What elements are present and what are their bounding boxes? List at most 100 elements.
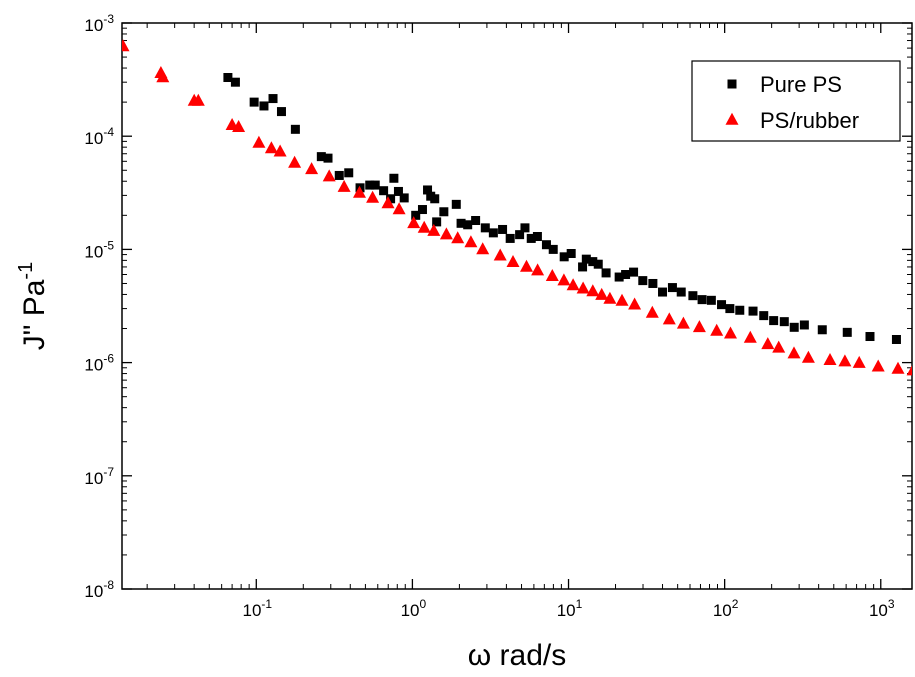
pure-ps-point <box>548 244 558 254</box>
ps-rubber-point <box>557 273 571 286</box>
pure-ps-point <box>323 153 333 163</box>
pure-ps-point <box>498 224 508 234</box>
legend-label-ps-rubber: PS/rubber <box>760 108 859 133</box>
x-tick-label: 10-1 <box>242 597 272 620</box>
pure-ps-point <box>748 306 758 316</box>
pure-ps-point <box>393 186 403 196</box>
x-tick-label: 101 <box>557 597 583 620</box>
ps-rubber-point <box>381 196 395 209</box>
pure-ps-point <box>230 77 240 87</box>
pure-ps-point <box>566 248 576 258</box>
ps-rubber-point <box>710 323 724 336</box>
ps-rubber-point <box>761 337 775 350</box>
pure-ps-point <box>370 180 380 190</box>
pure-ps-point <box>648 278 658 288</box>
ps-rubber-point <box>595 287 609 300</box>
y-tick-label-exponent: -8 <box>103 578 114 592</box>
pure-ps-point <box>725 304 735 314</box>
y-axis-title-main: J" Pa <box>18 279 51 350</box>
ps-rubber-point <box>645 305 659 318</box>
ps-rubber-point <box>838 354 852 367</box>
legend-label-pure-ps: Pure PS <box>760 72 842 97</box>
x-axis-ticks: 10-1100101102103104105106 <box>242 23 895 620</box>
plot-frame <box>121 22 913 590</box>
legend: Pure PS PS/rubber <box>691 60 901 142</box>
x-tick-label-base: 10 <box>713 601 732 620</box>
ps-rubber-point <box>676 316 690 329</box>
x-tick-label-base: 10 <box>869 601 888 620</box>
y-axis-title: J" Pa-1 <box>15 262 51 350</box>
pure-ps-point <box>488 228 498 238</box>
x-axis-title: ω rad/s <box>468 639 566 672</box>
y-tick-label-exponent: -3 <box>103 12 114 26</box>
ps-rubber-point <box>264 141 278 154</box>
x-tick-label-base: 10 <box>557 601 576 620</box>
pure-ps-point <box>601 268 611 278</box>
pure-ps-point <box>389 173 399 183</box>
series-ps-rubber <box>122 39 912 376</box>
ps-rubber-point <box>427 223 441 236</box>
ps-rubber-point <box>787 346 801 359</box>
ps-rubber-point <box>464 235 478 248</box>
x-tick-label: 102 <box>713 597 739 620</box>
y-tick-label-exponent: -6 <box>103 352 114 366</box>
ps-rubber-point <box>576 281 590 294</box>
legend-marker-pure-ps <box>727 79 737 89</box>
legend-marker-ps-rubber <box>725 112 739 125</box>
y-tick-label-exponent: -7 <box>103 465 114 479</box>
ps-rubber-point <box>273 144 287 157</box>
ps-rubber-point <box>520 259 533 272</box>
y-tick-label-exponent: -4 <box>103 125 114 139</box>
pure-ps-point <box>268 94 278 104</box>
ps-rubber-point <box>566 278 580 291</box>
ps-rubber-point <box>692 320 706 333</box>
y-tick-label-base: 10 <box>84 356 103 375</box>
pure-ps-point <box>667 283 677 293</box>
ps-rubber-point <box>322 169 336 182</box>
pure-ps-point <box>759 311 769 321</box>
pure-ps-point <box>688 291 698 301</box>
pure-ps-point <box>290 124 300 134</box>
pure-ps-point <box>423 185 433 195</box>
ps-rubber-point <box>662 312 676 325</box>
pure-ps-point <box>891 334 901 344</box>
pure-ps-point <box>399 193 409 203</box>
pure-ps-point <box>344 168 354 178</box>
pure-ps-point <box>717 300 727 310</box>
y-tick-label: 10-6 <box>84 352 114 375</box>
pure-ps-point <box>593 259 603 269</box>
pure-ps-point <box>769 316 779 326</box>
y-tick-label: 10-3 <box>84 12 114 35</box>
y-axis-ticks: 10-810-710-610-510-410-3 <box>84 12 912 601</box>
y-tick-label-base: 10 <box>84 129 103 148</box>
pure-ps-point <box>365 180 375 190</box>
ps-rubber-point <box>628 297 642 310</box>
ps-rubber-point <box>122 39 130 52</box>
data-points <box>122 39 912 376</box>
pure-ps-point <box>432 217 442 227</box>
pure-ps-point <box>463 220 473 230</box>
ps-rubber-point <box>191 93 205 106</box>
ps-rubber-point <box>407 216 421 229</box>
pure-ps-point <box>578 262 588 272</box>
pure-ps-point <box>588 257 598 267</box>
ps-rubber-point <box>823 353 837 365</box>
ps-rubber-point <box>772 340 786 353</box>
x-axis-title-text: rad/s <box>491 639 566 672</box>
pure-ps-point <box>532 232 542 242</box>
x-tick-label-exponent: 2 <box>732 597 739 611</box>
pure-ps-point <box>451 199 461 209</box>
pure-ps-point <box>386 194 396 204</box>
legend-items: Pure PS PS/rubber <box>725 72 859 133</box>
ps-rubber-point <box>439 227 453 240</box>
pure-ps-point <box>316 152 326 162</box>
x-tick-label-base: 10 <box>401 601 420 620</box>
pure-ps-point <box>520 223 530 233</box>
x-tick-label-exponent: 3 <box>888 597 895 611</box>
ps-rubber-point <box>531 263 545 276</box>
pure-ps-point <box>735 305 745 315</box>
y-axis-title-exponent: -1 <box>15 262 37 280</box>
ps-rubber-point <box>353 185 366 198</box>
pure-ps-point <box>334 170 344 180</box>
x-tick-label-exponent: -1 <box>261 597 272 611</box>
